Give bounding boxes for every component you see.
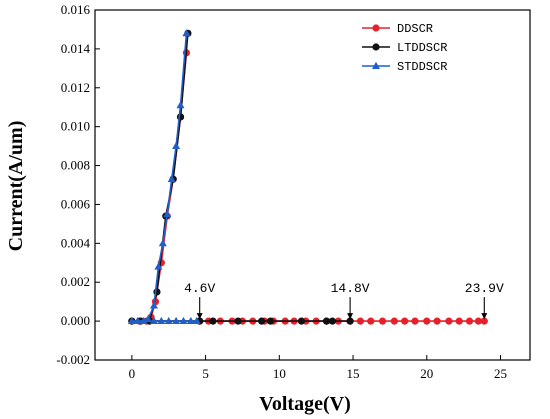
annotation-arrow-head [347,313,354,320]
y-axis-label: Current(A/um) [5,121,27,252]
data-point [328,317,337,325]
data-point [149,301,158,309]
legend-label: STDDSCR [397,60,447,74]
annotation-layer: 4.6V 14.8V 23.9V [184,281,504,320]
x-tick-label: 15 [347,366,360,381]
data-point [158,239,167,247]
y-tick-label: 0.002 [61,274,90,289]
annotation-label: 23.9V [465,281,504,296]
legend-label: LTDDSCR [397,41,447,55]
y-tick-label: 0.006 [61,196,91,211]
data-point [192,316,201,325]
series-stddscr [127,29,201,325]
data-point [423,317,431,325]
legend-marker [372,61,380,69]
data-point [164,316,173,325]
data-point [378,317,387,325]
data-point [176,113,185,121]
legend-marker [372,24,380,32]
data-point [474,317,482,325]
x-axis-label: Voltage(V) [259,393,350,415]
data-point [186,316,195,325]
data-point [149,316,158,325]
data-point [139,316,148,325]
data-point [153,288,161,296]
data-point [346,317,354,325]
data-point [127,316,136,325]
data-point [182,29,191,37]
annotation-label: 14.8V [331,281,370,296]
x-tick-label: 0 [129,366,136,381]
plot-area-border [94,9,531,361]
series-layer [127,29,488,325]
data-point [465,317,474,325]
plot-frame [94,9,531,361]
data-point [144,314,153,323]
y-axis-ticks: -0.002 0.000 0.002 0.004 0.006 0.008 0.010 0.01… [56,2,100,367]
data-point [297,317,306,325]
data-point [258,317,266,325]
data-point [356,317,365,325]
data-point [167,174,176,183]
x-tick-label: 10 [273,366,286,381]
data-point [401,317,409,325]
x-axis-ticks: 0 5 10 15 20 25 [129,355,507,381]
data-point [157,316,166,325]
series-line-rise [131,52,188,322]
data-point [133,316,142,325]
series-line-rise [131,33,189,322]
data-point [455,317,463,325]
y-tick-label: 0.000 [61,313,90,328]
data-point [480,317,488,325]
y-tick-label: 0.016 [61,2,91,17]
y-tick-label: -0.002 [56,352,90,367]
data-point [367,317,375,325]
data-point [163,209,172,218]
data-point [322,317,331,325]
annotation-arrow-head [481,313,488,320]
y-tick-label: 0.008 [61,158,90,173]
data-point [172,141,181,150]
data-point [234,317,242,325]
x-tick-label: 20 [420,366,433,381]
legend: DDSCR LTDDSCR STDDSCR [362,22,447,74]
data-point [176,101,185,109]
series-ltddscr [128,29,354,325]
data-point [209,317,217,325]
data-point [445,317,453,325]
x-tick-label: 25 [494,366,507,381]
data-point [411,317,419,325]
data-point [433,317,441,325]
y-tick-label: 0.012 [61,80,90,95]
data-point [172,316,181,325]
data-point [154,262,163,270]
y-tick-label: 0.010 [61,119,90,134]
y-tick-label: 0.004 [61,235,91,250]
data-point [179,316,188,325]
annotation-arrow-head [196,313,203,320]
data-point [390,317,398,325]
x-tick-label: 5 [202,366,209,381]
legend-label: DDSCR [397,22,433,36]
y-tick-label: 0.014 [61,41,91,56]
annotation-label: 4.6V [184,281,215,296]
data-point [266,317,275,325]
legend-marker [372,43,380,51]
